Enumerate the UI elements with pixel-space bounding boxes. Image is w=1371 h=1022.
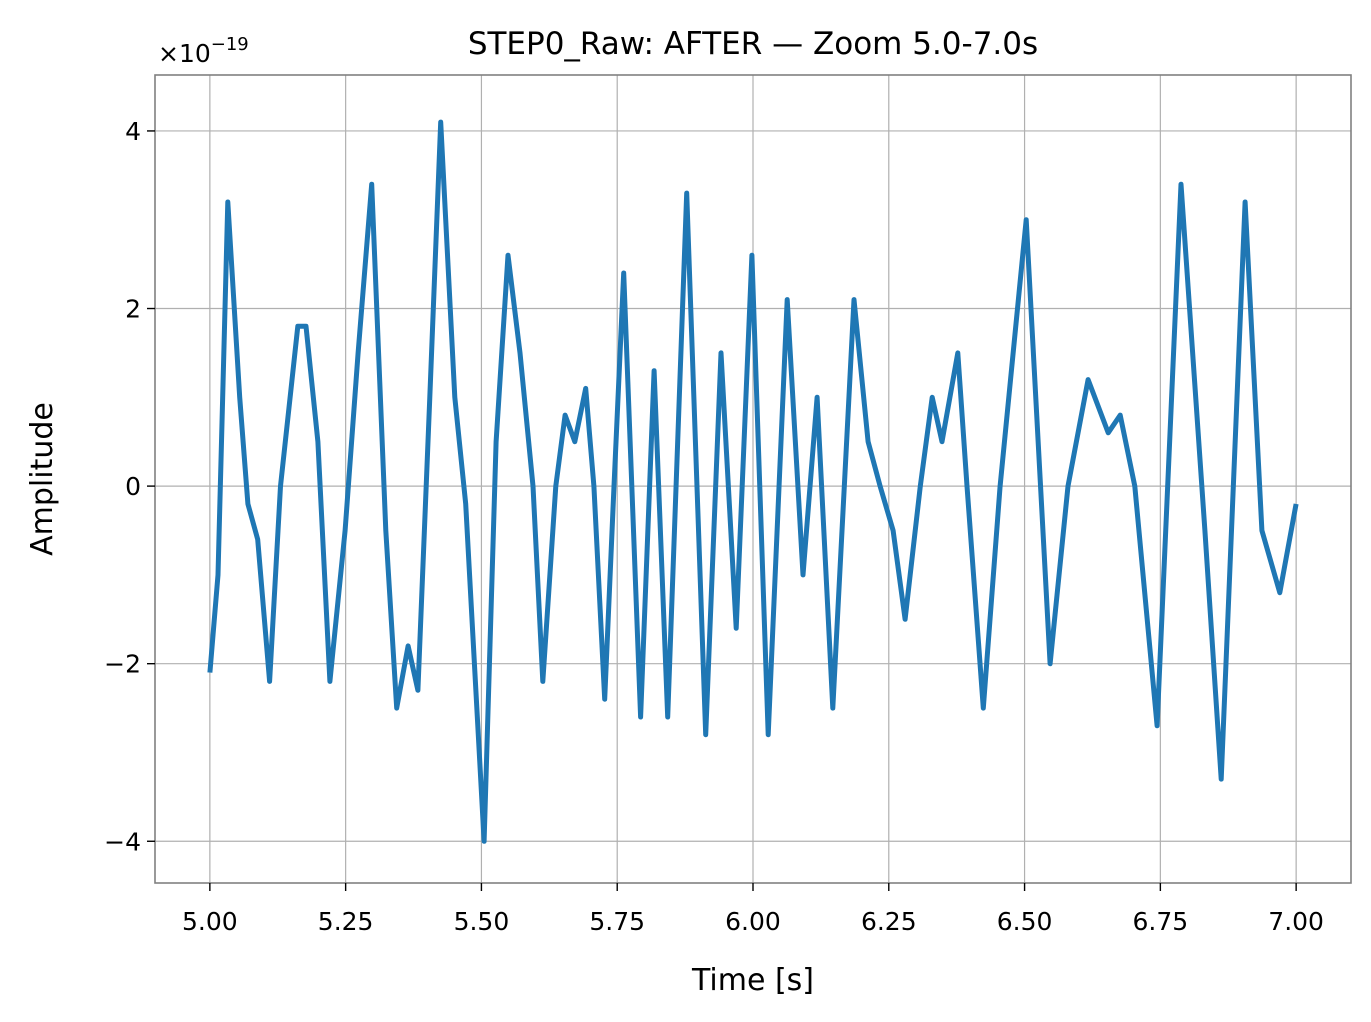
x-tick-label: 6.25	[861, 907, 917, 936]
offset-base: ×10	[158, 39, 211, 68]
y-tick-label: 0	[125, 472, 141, 501]
x-tick-label: 6.50	[997, 907, 1053, 936]
x-tick-label: 6.00	[725, 907, 781, 936]
y-tick-label: 2	[125, 295, 141, 324]
y-offset-text: ×10−19	[158, 34, 249, 68]
x-tick-label: 6.75	[1133, 907, 1189, 936]
x-axis-label: Time [s]	[691, 963, 814, 998]
y-tick-label: 4	[125, 117, 141, 146]
x-tick-label: 5.25	[318, 907, 374, 936]
y-axis-label: Amplitude	[25, 402, 60, 556]
y-tick-label: −4	[104, 827, 141, 856]
x-tick-label: 5.50	[454, 907, 510, 936]
x-tick-label: 5.75	[589, 907, 645, 936]
chart-title: STEP0_Raw: AFTER — Zoom 5.0-7.0s	[468, 26, 1038, 62]
offset-exponent: −19	[211, 34, 249, 55]
x-tick-label: 5.00	[182, 907, 238, 936]
y-tick-label: −2	[104, 650, 141, 679]
x-tick-label: 7.00	[1268, 907, 1324, 936]
signal-line	[207, 119, 1299, 844]
grid	[155, 75, 1351, 883]
